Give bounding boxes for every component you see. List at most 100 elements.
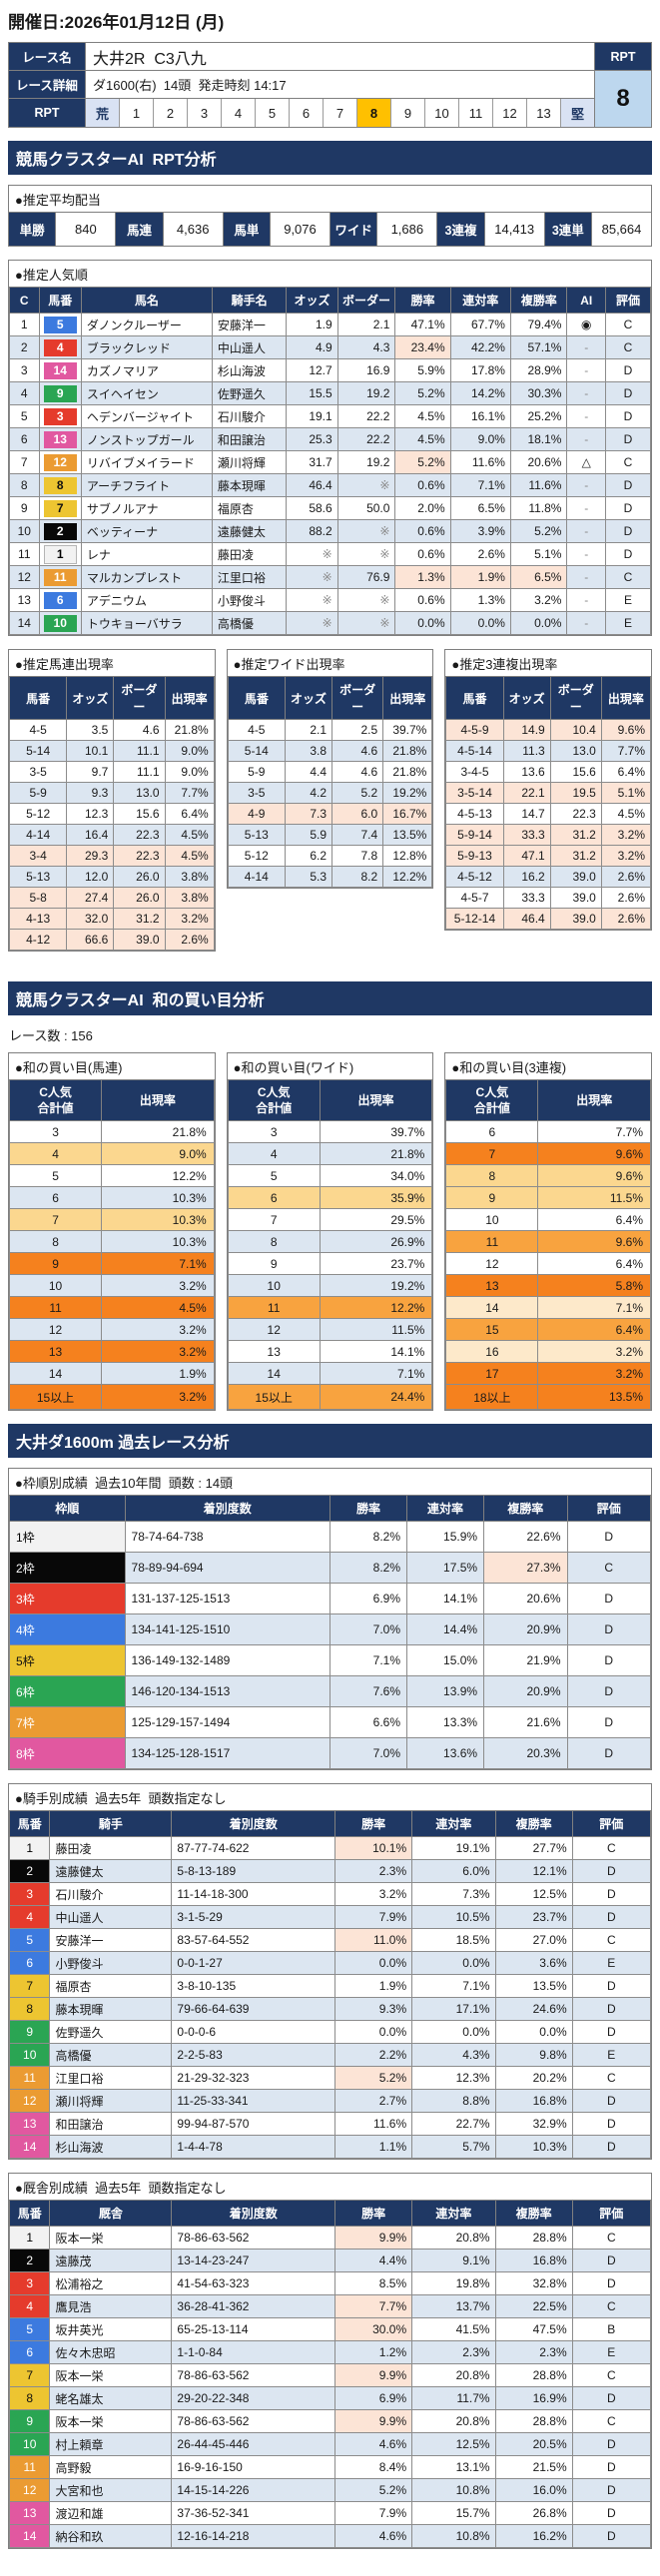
- payout-value: 4,636: [163, 213, 223, 246]
- cell-border: 39.0: [549, 866, 602, 888]
- cell-combination: 4-14: [8, 824, 68, 846]
- cell-odds: 7.3: [284, 803, 333, 825]
- cell-rate: 10.3%: [101, 1230, 215, 1254]
- cell-rate: 3.2%: [164, 908, 215, 930]
- wa-row: 4 21.8%: [227, 1142, 433, 1166]
- cell-show-rate: 28.8%: [494, 2226, 573, 2251]
- cell-sum-value: 6: [227, 1186, 321, 1210]
- cell-quinella-rate: 0.0%: [449, 611, 511, 635]
- header-row: 枠順 着別度数 勝率 連対率 複勝率 評価: [9, 1495, 651, 1523]
- result-row: 4 中山遥人 3-1-5-29 7.9% 10.5% 23.7% D: [8, 1905, 652, 1930]
- wa-row: 11 4.5%: [8, 1296, 215, 1320]
- cell-rate: 29.5%: [319, 1208, 433, 1232]
- cell-win-rate: 2.0%: [394, 496, 451, 520]
- cell-c-rank: 1: [9, 313, 40, 336]
- cell-show-rate: 27.7%: [494, 1836, 573, 1861]
- cell-win-rate: 7.1%: [329, 1644, 408, 1677]
- wa-row: 15以上 3.2%: [8, 1384, 215, 1411]
- column-header: C人気 合計値: [8, 1078, 103, 1122]
- rate-tables-row: ●推定馬連出現率 馬番 オッズ ボーダー 出現率 4-5 3.5 4.6 21.8% 5-14 1…: [8, 649, 653, 952]
- cell-quinella-rate: 4.3%: [411, 2043, 496, 2068]
- result-row: 10 村上頼章 26-44-45-446 4.6% 12.5% 20.5% D: [8, 2432, 652, 2457]
- cell-rate: 3.2%: [101, 1318, 215, 1342]
- cell-odds: 4.9: [286, 335, 338, 359]
- rate-row: 3-5-14 22.1 19.5 5.1%: [445, 782, 652, 804]
- cell-eval: C: [571, 2066, 652, 2091]
- cell-quinella-rate: 0.0%: [411, 2020, 496, 2045]
- cell-jockey-name: 藤本現暉: [211, 473, 288, 497]
- cell-eval: E: [571, 2340, 652, 2365]
- cell-odds: 66.6: [66, 929, 115, 951]
- race-info-table: レース名 大井2R C3八九 RPT レース詳細 ダ1600(右) 14頭 発走…: [8, 42, 652, 128]
- cell-quinella-rate: 6.5%: [449, 496, 511, 520]
- cell-horse-number: 3: [8, 1882, 51, 1907]
- cell-sum-value: 11: [8, 1296, 103, 1320]
- cell-sum-value: 9: [227, 1252, 321, 1276]
- cell-win-rate: 0.6%: [394, 473, 451, 497]
- result-row: 4 鷹見浩 36-28-41-362 7.7% 13.7% 22.5% C: [8, 2294, 652, 2319]
- cell-show-rate: 20.5%: [494, 2432, 573, 2457]
- cell-border: 22.3: [113, 824, 166, 846]
- cell-odds: 27.4: [66, 887, 115, 909]
- cell-horse-number: 11: [8, 2455, 51, 2480]
- cell-horse-name: アーチフライト: [80, 473, 213, 497]
- cell-horse-number: 10: [8, 2043, 51, 2068]
- cell-ai-mark: -: [566, 496, 606, 520]
- cell-quinella-rate: 42.2%: [449, 335, 511, 359]
- payout-value: 85,664: [592, 213, 651, 246]
- wide-rate-box: ●推定ワイド出現率 馬番 オッズ ボーダー 出現率 4-5 2.1 2.5 39.7% 5-14…: [226, 649, 434, 889]
- rate-row: 5-14 3.8 4.6 21.8%: [227, 740, 433, 762]
- cell-frame-number: 8枠: [9, 1737, 126, 1770]
- result-row: 8 蛯名雄太 29-20-22-348 6.9% 11.7% 16.9% D: [8, 2386, 652, 2411]
- rate-row: 5-12-14 46.4 39.0 2.6%: [445, 908, 652, 930]
- cell-show-rate: 12.5%: [494, 1882, 573, 1907]
- cell-show-rate: 28.8%: [494, 2409, 573, 2434]
- column-header: 連対率: [411, 2200, 496, 2228]
- cell-frame-number: 4枠: [9, 1613, 126, 1646]
- result-row: 8 藤本現暉 79-66-64-639 9.3% 17.1% 24.6% D: [8, 1997, 652, 2022]
- cell-rate: 19.2%: [382, 782, 433, 804]
- cell-odds: 5.9: [284, 824, 333, 846]
- cell-horse-number: 10: [8, 2432, 51, 2457]
- cell-horse-name: スイヘイセン: [80, 381, 213, 405]
- rate-row: 4-5-9 14.9 10.4 9.6%: [445, 719, 652, 741]
- cell-jockey-name: 佐野遥久: [49, 2020, 173, 2045]
- cell-jockey-name: 藤本現暉: [49, 1997, 173, 2022]
- cell-combination: 5-12-14: [445, 908, 504, 930]
- cell-quinella-rate: 2.6%: [449, 542, 511, 566]
- column-header: 複勝率: [509, 287, 568, 314]
- cell-win-rate: 11.6%: [334, 2112, 413, 2137]
- cell-win-rate: 8.4%: [334, 2455, 413, 2480]
- cell-record: 131-137-125-1513: [124, 1583, 330, 1615]
- cell-combination: 4-13: [8, 908, 68, 930]
- cell-horse-number: 5: [38, 313, 82, 336]
- cell-odds: ※: [286, 588, 338, 612]
- cell-c-rank: 8: [9, 473, 40, 497]
- cell-show-rate: 16.9%: [494, 2386, 573, 2411]
- cell-quinella-rate: 7.3%: [411, 1882, 496, 1907]
- popularity-box: ●推定人気順 C 馬番 馬名 騎手名 オッズ ボーダー 勝率 連対率 複勝率 AI 評価 1 5 ダノン…: [8, 260, 652, 636]
- cell-jockey-name: 佐野遥久: [211, 381, 288, 405]
- cell-combination: 5-9-13: [445, 845, 504, 867]
- cell-win-rate: 4.6%: [334, 2524, 413, 2549]
- cell-win-rate: 8.2%: [329, 1521, 408, 1554]
- cell-eval: D: [571, 1905, 652, 1930]
- rate-row: 4-14 5.3 8.2 12.2%: [227, 866, 433, 888]
- rate-row: 3-4 29.3 22.3 4.5%: [8, 845, 215, 867]
- cell-border: 15.6: [113, 803, 166, 825]
- cell-horse-name: マルカンプレスト: [80, 565, 213, 589]
- waku-row: 3枠 131-137-125-1513 6.9% 14.1% 20.6% D: [9, 1583, 651, 1615]
- cell-rate: 13.5%: [537, 1384, 652, 1411]
- wa-row: 15 6.4%: [445, 1318, 652, 1342]
- cell-horse-number: 4: [8, 2294, 51, 2319]
- cell-quinella-rate: 7.1%: [411, 1974, 496, 1999]
- sanren-rate-title: ●推定3連複出現率: [451, 657, 558, 672]
- cell-combination: 4-5: [8, 719, 68, 741]
- cell-border: 76.9: [336, 565, 396, 589]
- cell-quinella-rate: 19.1%: [411, 1836, 496, 1861]
- horse-number-badge: 12: [43, 453, 77, 471]
- cell-rate: 2.6%: [600, 908, 652, 930]
- cell-rate: 7.7%: [600, 740, 652, 762]
- rpt-scale-cell: 4: [221, 99, 255, 127]
- cell-win-rate: 6.9%: [329, 1583, 408, 1615]
